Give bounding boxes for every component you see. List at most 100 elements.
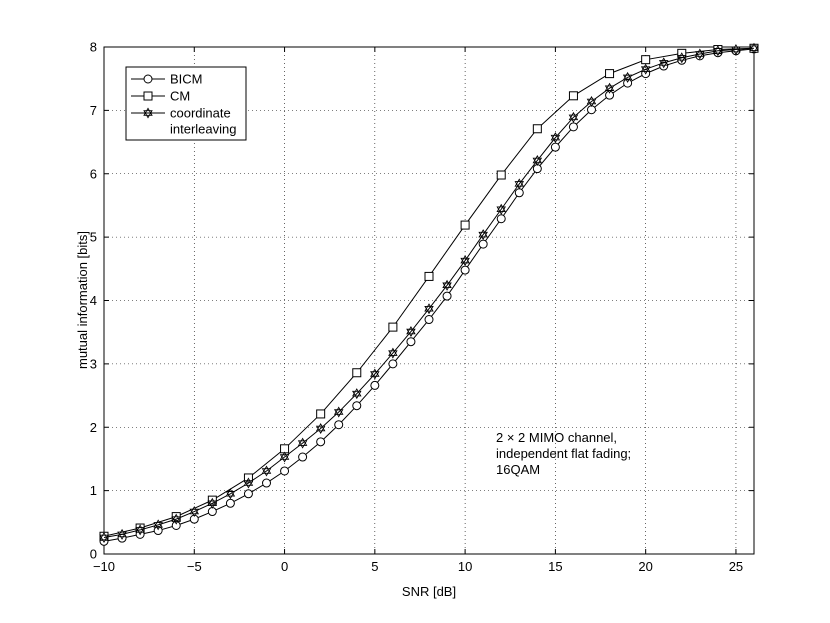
- x-tick-label: 0: [281, 559, 288, 574]
- x-tick-label: 20: [638, 559, 652, 574]
- legend-label: BICM: [170, 72, 203, 87]
- data-point-coordinate-interleaving: [388, 347, 398, 359]
- data-point-cm: [605, 69, 615, 79]
- data-point-cm: [316, 409, 326, 419]
- data-point-coordinate-interleaving: [749, 42, 759, 54]
- data-point-coordinate-interleaving: [731, 44, 741, 56]
- y-tick-label: 6: [90, 166, 97, 181]
- data-point-bicm: [243, 489, 253, 499]
- series-line-coordinate-interleaving: [103, 47, 755, 539]
- data-point-coordinate-interleaving: [171, 513, 181, 525]
- data-point-coordinate-interleaving: [478, 229, 488, 241]
- data-point-coordinate-interleaving: [532, 154, 543, 166]
- legend-marker-bicm: [143, 74, 153, 84]
- data-point-bicm: [514, 188, 524, 198]
- data-point-bicm: [153, 526, 163, 536]
- data-point-bicm: [623, 78, 633, 88]
- data-point-cm: [352, 368, 362, 378]
- data-point-coordinate-interleaving: [622, 71, 633, 83]
- data-point-cm: [460, 220, 470, 230]
- y-tick-label: 2: [90, 420, 97, 435]
- x-tick-label: −10: [93, 559, 115, 574]
- legend-label: coordinate: [170, 106, 231, 121]
- data-point-coordinate-interleaving: [261, 465, 272, 477]
- legend-marker-coordinate-interleaving: [143, 107, 153, 119]
- y-tick-label: 7: [90, 103, 97, 118]
- data-point-coordinate-interleaving: [117, 528, 127, 540]
- axis-ticks: −10 −5 0 5 10 15 20 25 0 1 2 3 4 5 6 7 8: [90, 40, 754, 574]
- data-point-coordinate-interleaving: [333, 406, 344, 418]
- x-tick-label: −5: [187, 559, 202, 574]
- data-point-coordinate-interleaving: [713, 45, 723, 57]
- data-point-bicm: [424, 315, 434, 325]
- data-point-bicm: [316, 437, 326, 447]
- data-point-bicm: [298, 452, 308, 462]
- annotation: 2 × 2 MIMO channel,independent flat fadi…: [496, 430, 631, 477]
- series-layer: [99, 42, 759, 546]
- data-point-coordinate-interleaving: [550, 132, 561, 144]
- y-tick-label: 5: [90, 230, 97, 245]
- data-point-coordinate-interleaving: [135, 524, 145, 536]
- data-point-coordinate-interleaving: [640, 63, 651, 75]
- legend-entry-bicm: BICM: [131, 72, 203, 87]
- y-tick-label: 1: [90, 483, 97, 498]
- data-point-cm: [388, 322, 398, 332]
- legend-label: CM: [170, 89, 190, 104]
- data-point-coordinate-interleaving: [442, 279, 452, 291]
- data-point-coordinate-interleaving: [297, 437, 308, 449]
- data-point-coordinate-interleaving: [424, 303, 434, 315]
- data-point-bicm: [496, 214, 506, 224]
- data-point-coordinate-interleaving: [460, 255, 470, 267]
- series-coordinate-interleaving: [99, 42, 759, 544]
- legend-label: interleaving: [170, 122, 237, 137]
- x-axis-label: SNR [dB]: [402, 584, 456, 599]
- data-point-coordinate-interleaving: [99, 532, 109, 544]
- y-tick-label: 0: [90, 547, 97, 562]
- data-point-bicm: [478, 239, 488, 249]
- y-tick-label: 3: [90, 356, 97, 371]
- data-point-coordinate-interleaving: [658, 57, 669, 69]
- data-point-bicm: [406, 337, 416, 347]
- data-point-bicm: [334, 420, 344, 430]
- y-tick-label: 8: [90, 40, 97, 55]
- y-axis-label: mutual information [bits]: [75, 231, 90, 369]
- x-tick-label: 5: [371, 559, 378, 574]
- data-point-coordinate-interleaving: [225, 488, 236, 500]
- data-point-bicm: [262, 478, 271, 488]
- annotation-line: independent flat fading;: [496, 446, 631, 461]
- y-tick-label: 4: [90, 293, 97, 308]
- data-point-coordinate-interleaving: [514, 178, 525, 190]
- annotation-line: 2 × 2 MIMO channel,: [496, 430, 617, 445]
- x-tick-label: 10: [458, 559, 472, 574]
- data-point-coordinate-interleaving: [207, 497, 218, 509]
- data-point-coordinate-interleaving: [243, 477, 254, 489]
- data-point-bicm: [442, 291, 452, 301]
- data-point-bicm: [460, 265, 470, 275]
- data-point-coordinate-interleaving: [604, 82, 615, 94]
- data-point-coordinate-interleaving: [279, 451, 290, 463]
- data-point-cm: [568, 91, 578, 101]
- data-point-coordinate-interleaving: [370, 368, 380, 380]
- data-point-bicm: [550, 142, 560, 152]
- data-point-coordinate-interleaving: [496, 203, 506, 215]
- data-point-coordinate-interleaving: [153, 519, 163, 531]
- data-point-bicm: [225, 498, 235, 508]
- data-point-cm: [641, 55, 651, 65]
- grid-lines: [104, 47, 754, 554]
- data-point-bicm: [352, 401, 362, 411]
- legend-marker-cm: [143, 91, 153, 101]
- data-point-coordinate-interleaving: [677, 52, 687, 64]
- data-point-cm: [496, 170, 506, 180]
- annotation-line: 16QAM: [496, 462, 540, 477]
- data-point-bicm: [370, 380, 380, 390]
- data-point-coordinate-interleaving: [586, 96, 597, 108]
- data-point-coordinate-interleaving: [568, 111, 579, 123]
- legend-entry-cm: CM: [131, 89, 190, 104]
- data-point-coordinate-interleaving: [352, 388, 362, 400]
- x-tick-label: 25: [729, 559, 743, 574]
- data-point-bicm: [388, 359, 398, 369]
- data-point-coordinate-interleaving: [315, 423, 326, 435]
